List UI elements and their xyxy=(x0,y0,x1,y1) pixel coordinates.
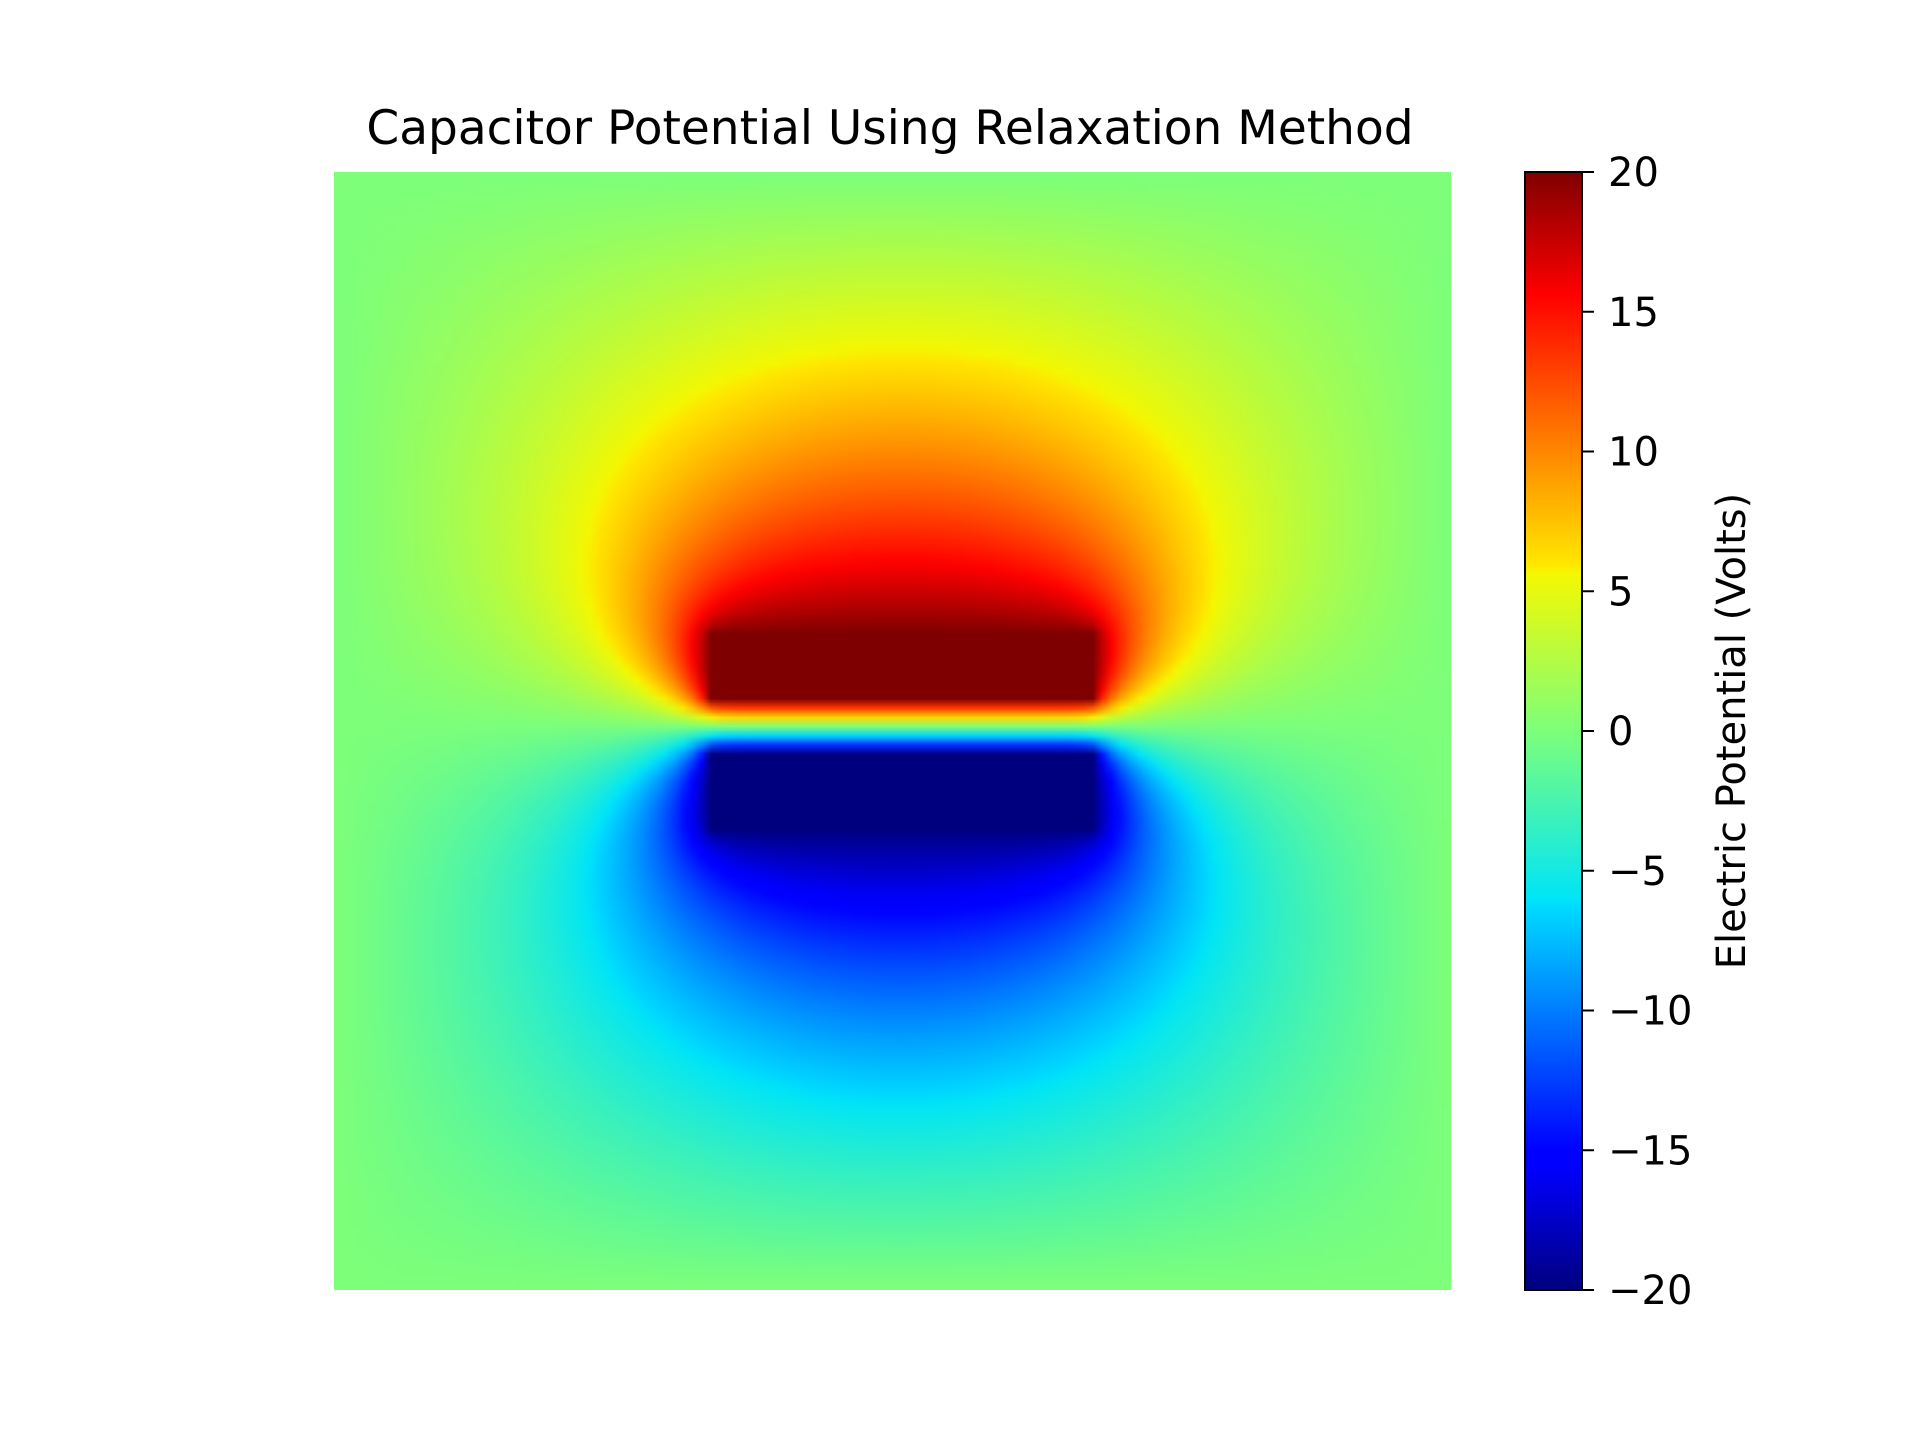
colorbar-tick-label: 20 xyxy=(1608,150,1659,196)
colorbar-tick-label: 5 xyxy=(1608,569,1633,615)
colorbar-ticks: 20 15 10 5 0 −5 −10 −15 −20 xyxy=(1582,150,1692,1314)
chart-title: Capacitor Potential Using Relaxation Met… xyxy=(366,101,1413,156)
colorbar-tick-label: −15 xyxy=(1608,1128,1692,1174)
potential-heatmap xyxy=(334,172,1451,1290)
colorbar-tick-label: −10 xyxy=(1608,989,1692,1035)
colorbar-tick-label: −20 xyxy=(1608,1268,1692,1314)
colorbar-tick-label: 10 xyxy=(1608,430,1659,476)
colorbar-label: Electric Potential (Volts) xyxy=(1709,493,1755,969)
colorbar-tick-label: 15 xyxy=(1608,290,1659,336)
colorbar-gradient xyxy=(1525,172,1582,1290)
colorbar-tick-label: −5 xyxy=(1608,849,1667,895)
colorbar: 20 15 10 5 0 −5 −10 −15 −20 Electric Potential (… xyxy=(1524,150,1755,1314)
colorbar-tick-label: 0 xyxy=(1608,709,1633,755)
